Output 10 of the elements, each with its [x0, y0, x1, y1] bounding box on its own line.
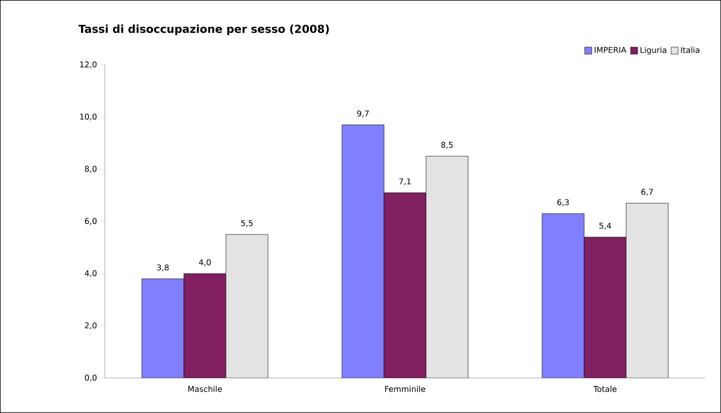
bar [142, 278, 184, 378]
bar [226, 234, 268, 378]
bar [584, 236, 626, 378]
bar [384, 192, 426, 378]
chart-title: Tassi di disoccupazione per sesso (2008) [78, 24, 329, 36]
bar [542, 213, 584, 378]
bar [184, 273, 226, 378]
bar [426, 156, 468, 378]
bar [626, 203, 668, 378]
bar [342, 124, 384, 378]
